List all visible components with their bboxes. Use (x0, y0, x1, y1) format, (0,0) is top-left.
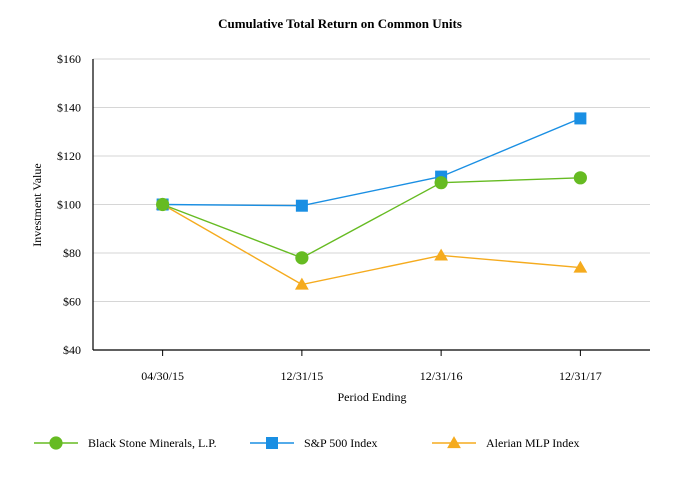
y-tick-label: $60 (63, 295, 81, 309)
y-tick-label: $120 (57, 149, 81, 163)
y-tick-label: $100 (57, 198, 81, 212)
data-point (294, 277, 309, 290)
series-group (155, 112, 588, 290)
y-tick-label: $160 (57, 52, 81, 66)
data-point (156, 197, 170, 212)
data-point (573, 260, 588, 273)
legend-marker (447, 436, 461, 449)
data-point (434, 248, 449, 261)
grid (93, 58, 650, 302)
y-tick-label: $40 (63, 343, 81, 357)
legend-item: Black Stone Minerals, L.P. (34, 436, 217, 450)
series-line (162, 203, 581, 286)
data-point (295, 251, 309, 265)
legend: Black Stone Minerals, L.P. S&P 500 Index A… (34, 436, 580, 450)
series-black-stone-minerals-l-p (156, 171, 587, 265)
y-tick-label: $80 (63, 246, 81, 260)
x-axis-label: Period Ending (338, 390, 407, 404)
data-point (434, 176, 448, 190)
legend-label: S&P 500 Index (304, 436, 378, 450)
legend-marker (266, 437, 278, 449)
chart-title: Cumulative Total Return on Common Units (218, 16, 462, 31)
legend-marker (49, 436, 63, 450)
data-point (573, 171, 587, 185)
legend-item: S&P 500 Index (250, 436, 378, 450)
y-tick-labels: $40 $60 $80 $100 $120 $140 $160 (57, 52, 81, 357)
y-axis-label: Investment Value (30, 163, 44, 246)
series-line (162, 177, 581, 259)
series-alerian-mlp-index (155, 197, 588, 290)
data-point (295, 199, 308, 212)
legend-item: Alerian MLP Index (432, 436, 580, 450)
axes (92, 59, 650, 356)
series-line (162, 117, 581, 207)
legend-label: Alerian MLP Index (486, 436, 580, 450)
x-tick-label: 04/30/15 (141, 369, 184, 383)
x-tick-labels: 04/30/15 12/31/15 12/31/16 12/31/17 (141, 369, 601, 383)
series-s-p-500-index (156, 112, 587, 212)
data-point (574, 112, 587, 125)
x-tick-label: 12/31/16 (420, 369, 463, 383)
legend-label: Black Stone Minerals, L.P. (88, 436, 217, 450)
y-tick-label: $140 (57, 101, 81, 115)
x-tick-label: 12/31/15 (281, 369, 324, 383)
x-tick-label: 12/31/17 (559, 369, 602, 383)
